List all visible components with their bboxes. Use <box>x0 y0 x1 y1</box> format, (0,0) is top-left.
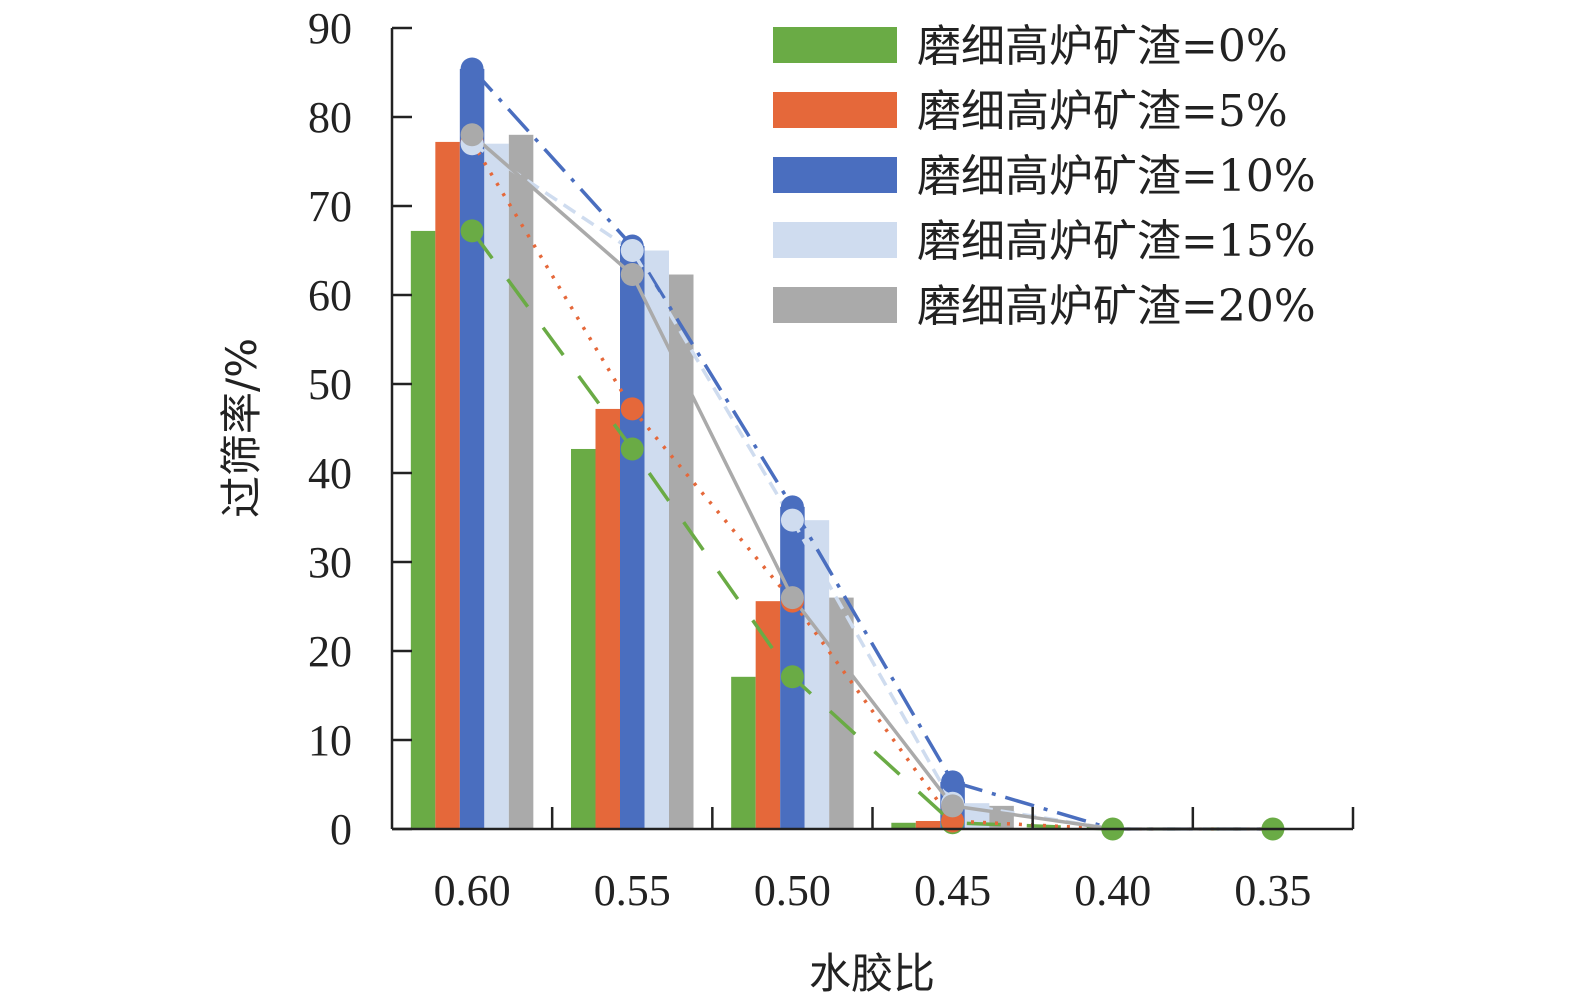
y-tick-label-80: 80 <box>308 93 352 142</box>
point-3-2 <box>780 508 804 532</box>
y-tick-label-90: 90 <box>308 4 352 53</box>
labels-layer: 0 10 20 30 40 50 60 70 80 90 0.60 0.55 0.50 0.45 0.40 0… <box>217 4 1311 998</box>
x-tick-label-3: 0.45 <box>914 866 991 915</box>
bar-0-0 <box>410 230 436 830</box>
y-tick-label-50: 50 <box>308 360 352 409</box>
bar-0-2 <box>731 676 756 829</box>
x-tick-label-1: 0.55 <box>594 866 671 915</box>
bar-1-2 <box>755 601 781 829</box>
point-0-2 <box>780 665 804 689</box>
bar-3-1 <box>644 250 669 829</box>
bar-2-1 <box>620 246 645 830</box>
x-axis-title: 水胶比 <box>809 949 935 998</box>
legend: 磨细高炉矿渣=0% 磨细高炉矿渣=5% 磨细高炉矿渣=10% 磨细高炉矿渣=15% 磨细… <box>773 21 1316 332</box>
y-tick-label-40: 40 <box>308 449 352 498</box>
y-tick-label-30: 30 <box>308 538 352 587</box>
bars-layer <box>410 68 1014 830</box>
x-tick-label-4: 0.40 <box>1074 866 1151 915</box>
point-2-0 <box>460 57 484 81</box>
bar-4-0 <box>508 134 534 830</box>
point-4-0 <box>460 123 484 147</box>
point-0-0 <box>460 219 484 243</box>
y-tick-label-20: 20 <box>308 627 352 676</box>
axes-layer <box>390 26 1355 831</box>
point-4-3 <box>941 794 965 818</box>
point-2-3 <box>941 770 965 794</box>
legend-label-4: 磨细高炉矿渣=20% <box>917 281 1316 332</box>
x-tick-label-5: 0.35 <box>1234 866 1311 915</box>
bar-4-1 <box>669 274 694 829</box>
y-axis-title: 过筛率/% <box>217 338 266 518</box>
legend-swatch-1 <box>773 92 897 128</box>
y-tick-label-0: 0 <box>330 805 352 854</box>
y-tick-label-10: 10 <box>308 716 352 765</box>
x-tick-label-2: 0.50 <box>754 866 831 915</box>
point-4-2 <box>780 586 804 610</box>
bar-1-0 <box>435 141 460 830</box>
legend-label-1: 磨细高炉矿渣=5% <box>917 86 1288 137</box>
point-4-1 <box>620 263 644 287</box>
x-tick-label-0: 0.60 <box>434 866 511 915</box>
bar-1-3 <box>915 820 941 829</box>
legend-swatch-2 <box>773 157 897 193</box>
bar-1-1 <box>595 408 620 829</box>
bar-3-0 <box>484 143 509 829</box>
y-tick-label-70: 70 <box>308 182 352 231</box>
bar-2-0 <box>459 68 485 829</box>
series-line-2 <box>470 67 1273 831</box>
bar-0-3 <box>891 822 916 829</box>
legend-swatch-0 <box>773 27 897 63</box>
bar-3-2 <box>804 520 830 829</box>
point-1-1 <box>620 397 644 421</box>
point-0-1 <box>620 437 644 461</box>
legend-label-2: 磨细高炉矿渣=10% <box>917 151 1316 202</box>
point-3-1 <box>620 239 644 262</box>
legend-label-3: 磨细高炉矿渣=15% <box>917 216 1316 267</box>
legend-label-0: 磨细高炉矿渣=0% <box>917 21 1288 72</box>
y-tick-label-60: 60 <box>308 271 352 320</box>
legend-swatch-4 <box>773 287 897 323</box>
legend-swatch-3 <box>773 222 897 258</box>
bar-0-1 <box>571 448 596 829</box>
